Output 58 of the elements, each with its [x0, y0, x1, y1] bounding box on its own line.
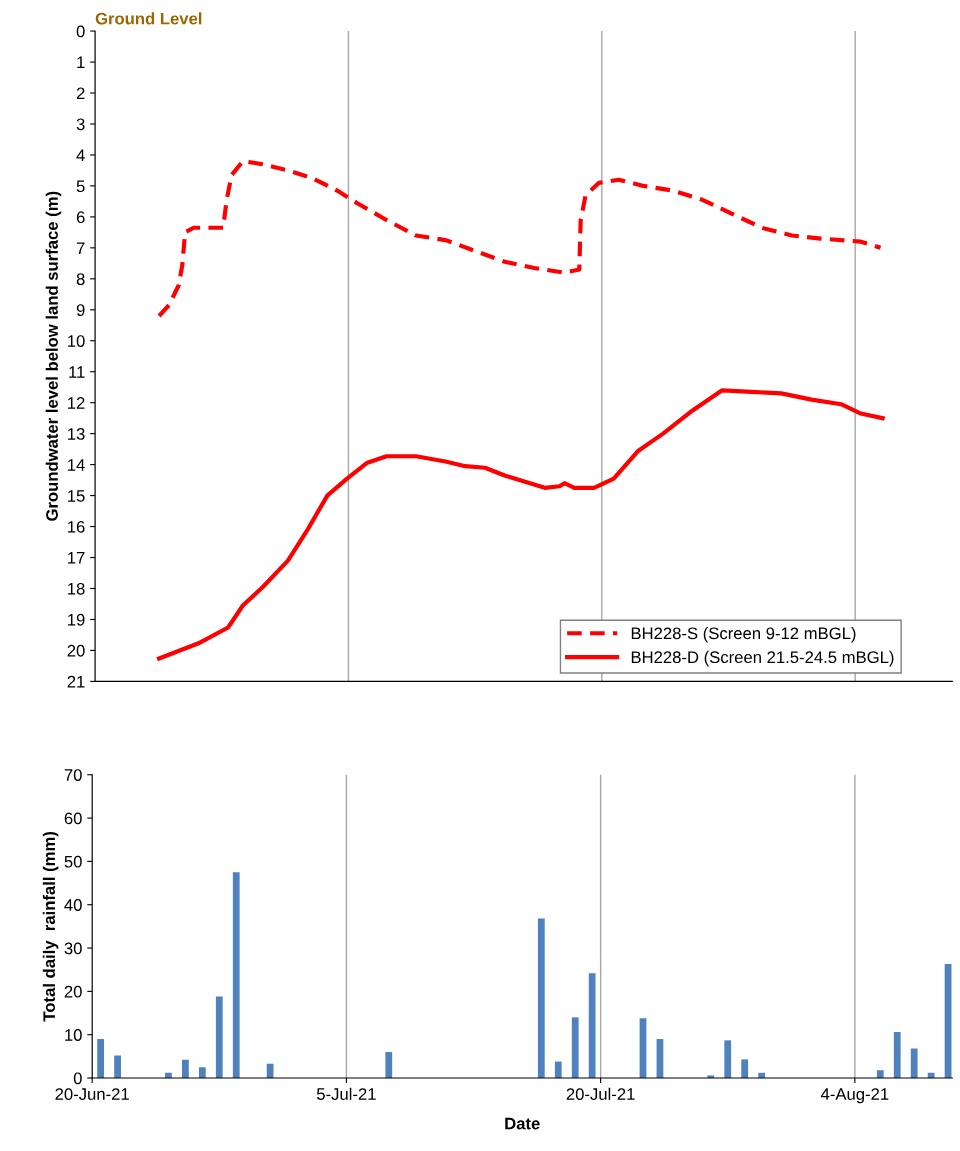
y-tick-label: 8	[76, 273, 85, 286]
y-tick-label: 18	[68, 582, 85, 595]
bar	[588, 973, 596, 1079]
y-tick-label: 15	[68, 490, 85, 502]
y-tick-label: 30	[64, 942, 82, 955]
bar	[97, 1039, 105, 1079]
y-axis-title: Groundwater level below land surface (m)	[45, 191, 62, 521]
y-tick-label: 11	[69, 366, 85, 378]
legend-label: BH228-D (Screen 21.5-24.5 mBGL)	[631, 650, 894, 667]
y-tick-label: 7	[76, 242, 85, 254]
bar	[114, 1055, 121, 1079]
bar	[215, 996, 223, 1079]
y-tick-label: 14	[68, 459, 85, 471]
y-tick-label: 70	[64, 769, 82, 781]
x-tick-label: 20-Jul-21	[566, 1087, 635, 1100]
y-tick-label: 9	[76, 304, 85, 316]
x-tick-label: 5-Jul-21	[316, 1087, 376, 1100]
y-tick-label: 21	[67, 675, 85, 688]
line-series	[157, 159, 883, 319]
bar	[232, 872, 240, 1079]
x-axis-title: Date	[505, 1117, 540, 1130]
y-tick-label: 16	[68, 520, 85, 533]
y-tick-label: 17	[68, 552, 85, 564]
bar	[181, 1059, 189, 1079]
bar	[198, 1067, 206, 1079]
y-tick-label: 19	[68, 613, 85, 626]
bar	[724, 1040, 732, 1079]
bar	[910, 1048, 918, 1079]
bar	[385, 1052, 393, 1079]
y-tick-label: 2	[76, 87, 85, 100]
x-tick-label: 4-Aug-21	[820, 1088, 889, 1104]
bar	[893, 1032, 901, 1079]
y-tick-label: 1	[77, 56, 85, 69]
y-tick-label: 20	[64, 985, 82, 998]
bar	[266, 1063, 274, 1079]
bar	[554, 1061, 562, 1079]
y-tick-label: 12	[68, 397, 85, 409]
bar	[537, 918, 545, 1079]
y-tick-label: 20	[67, 644, 85, 657]
y-tick-label: 10	[65, 1029, 82, 1041]
text: Ground Level	[95, 12, 202, 25]
y-tick-label: 5	[76, 180, 85, 193]
y-tick-label: 0	[73, 1072, 82, 1085]
y-tick-label: 4	[76, 149, 85, 161]
y-tick-label: 50	[64, 855, 82, 868]
y-tick-label: 6	[76, 211, 85, 224]
y-tick-label: 0	[76, 25, 85, 38]
x-tick-label: 20-Jun-21	[55, 1088, 129, 1100]
y-tick-label: 40	[64, 899, 82, 911]
y-tick-label: 13	[68, 428, 85, 440]
legend-label: BH228-S (Screen 9-12 mBGL)	[631, 626, 856, 643]
y-tick-label: 60	[64, 812, 82, 825]
bar	[571, 1017, 579, 1079]
y-axis-title: Total daily rainfall (mm)	[42, 831, 59, 1022]
bar	[876, 1070, 884, 1079]
y-tick-label: 10	[68, 335, 85, 347]
bar	[741, 1059, 749, 1079]
y-tick-label: 3	[76, 118, 85, 131]
